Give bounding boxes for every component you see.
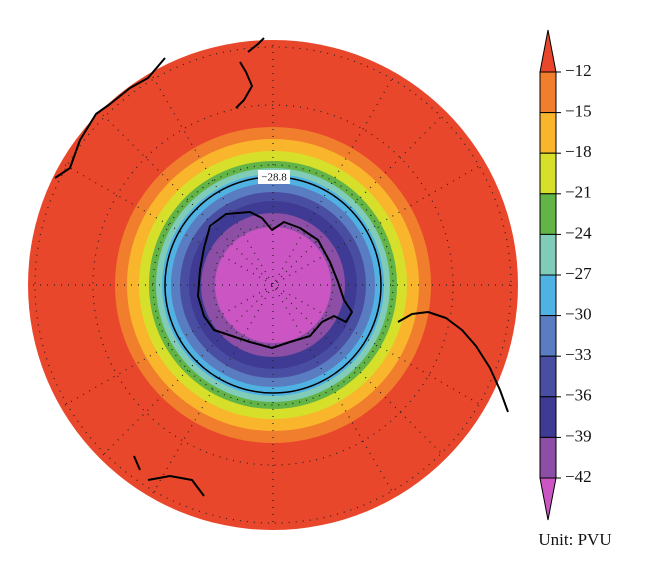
colorbar-band [539,193,557,235]
contour-label-box [258,170,290,184]
colorbar-tick-label: −21 [565,183,592,202]
africa-coast-east [133,455,141,471]
south-america-coast [397,311,509,413]
latitude-line [152,164,394,406]
colorbar-arrow-top [539,29,557,73]
colorbar-tick-label: −18 [565,142,592,161]
colorbar-band [539,396,557,438]
colorbar-band [539,315,557,357]
colorbar-tick-label: −30 [565,305,592,324]
colorbar-tick-label: −33 [565,345,592,364]
colorbar-band [539,112,557,154]
antarctica-coast [197,211,353,349]
latitude-line [34,46,512,524]
africa-coast [147,475,205,497]
colorbar-tick-label: −15 [565,102,592,121]
colorbar-band [539,233,557,276]
new-zealand-coast [235,37,265,109]
field-ring [215,227,331,343]
colorbar-band [539,436,557,479]
contour-label: −28.8 [261,172,287,184]
polar-map [28,40,518,530]
unit-label: Unit: PVU [538,530,611,549]
colorbar-tick-label: −36 [565,386,592,405]
colorbar-tick-label: −27 [565,264,592,283]
coastlines [54,37,509,497]
colorbar-band [539,355,557,398]
colorbar-tick-label: −24 [565,223,592,242]
australia-coast [54,57,166,179]
colorbar-tick-label: −12 [565,61,592,80]
colorbar-tick-label: −39 [565,426,592,445]
colorbar: −12 −15 −18 −21 −24 −27 −30 −33 −36 −39 −42 [539,29,592,521]
colorbar-arrow-bottom [539,477,557,521]
colorbar-band [539,274,557,317]
colorbar-band [539,71,557,114]
colorbar-tick-label: −42 [565,467,592,486]
colorbar-band [539,152,557,195]
latitude-line [212,224,334,346]
graticule [33,45,513,525]
